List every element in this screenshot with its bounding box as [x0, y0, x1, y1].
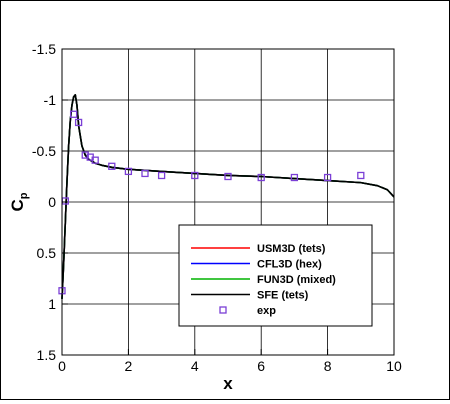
x-tick-label: 2 — [125, 358, 133, 374]
tick-labels: 0 2 4 6 8 10 -1.5 -1 -0.5 0 0.5 1 1.5 — [32, 41, 402, 374]
y-tick-label: -1.5 — [32, 41, 56, 57]
exp-marker — [141, 169, 149, 178]
legend-box — [178, 224, 373, 327]
y-tick-label: -0.5 — [32, 143, 56, 159]
y-tick-label: 0 — [48, 194, 56, 210]
exp-marker — [124, 167, 133, 176]
legend: USM3D (tets) CFL3D (hex) FUN3D (mixed) SFE … — [178, 224, 373, 327]
exp-marker — [69, 110, 78, 118]
exp-marker — [91, 156, 99, 164]
exp-marker — [290, 173, 299, 182]
exp-marker — [224, 172, 232, 181]
exp-marker — [257, 173, 265, 182]
y-tick-label: 1.5 — [37, 347, 57, 363]
axis-ticks — [61, 48, 395, 356]
x-tick-label: 4 — [191, 358, 199, 374]
legend-entry-label: CFL3D (hex) — [257, 259, 322, 271]
y-axis-title-main: C — [8, 199, 27, 211]
exp-marker — [357, 171, 365, 180]
x-tick-label: 8 — [324, 358, 332, 374]
legend-swatch-exp — [219, 306, 227, 314]
x-axis-title: x — [223, 374, 233, 393]
x-tick-label: 0 — [58, 358, 66, 374]
y-axis-title: Cp — [8, 192, 30, 211]
exp-marker — [191, 171, 199, 180]
y-tick-label: -1 — [44, 92, 57, 108]
legend-entry-label: USM3D (tets) — [257, 243, 326, 255]
y-tick-label: 1 — [48, 296, 56, 312]
legend-entry-label: exp — [257, 305, 276, 317]
y-tick-label: 0.5 — [37, 245, 57, 261]
legend-entry-label: FUN3D (mixed) — [257, 274, 336, 286]
x-tick-label: 6 — [257, 358, 265, 374]
series-layer — [58, 94, 395, 299]
y-axis-title-subscript: p — [18, 192, 30, 199]
exp-marker — [157, 171, 166, 180]
exp-marker — [74, 118, 83, 127]
x-tick-label: 10 — [386, 358, 402, 374]
legend-entry-label: SFE (tets) — [257, 290, 309, 302]
exp-marker — [108, 162, 116, 170]
exp-marker — [323, 173, 332, 182]
exp-marker — [81, 151, 89, 159]
